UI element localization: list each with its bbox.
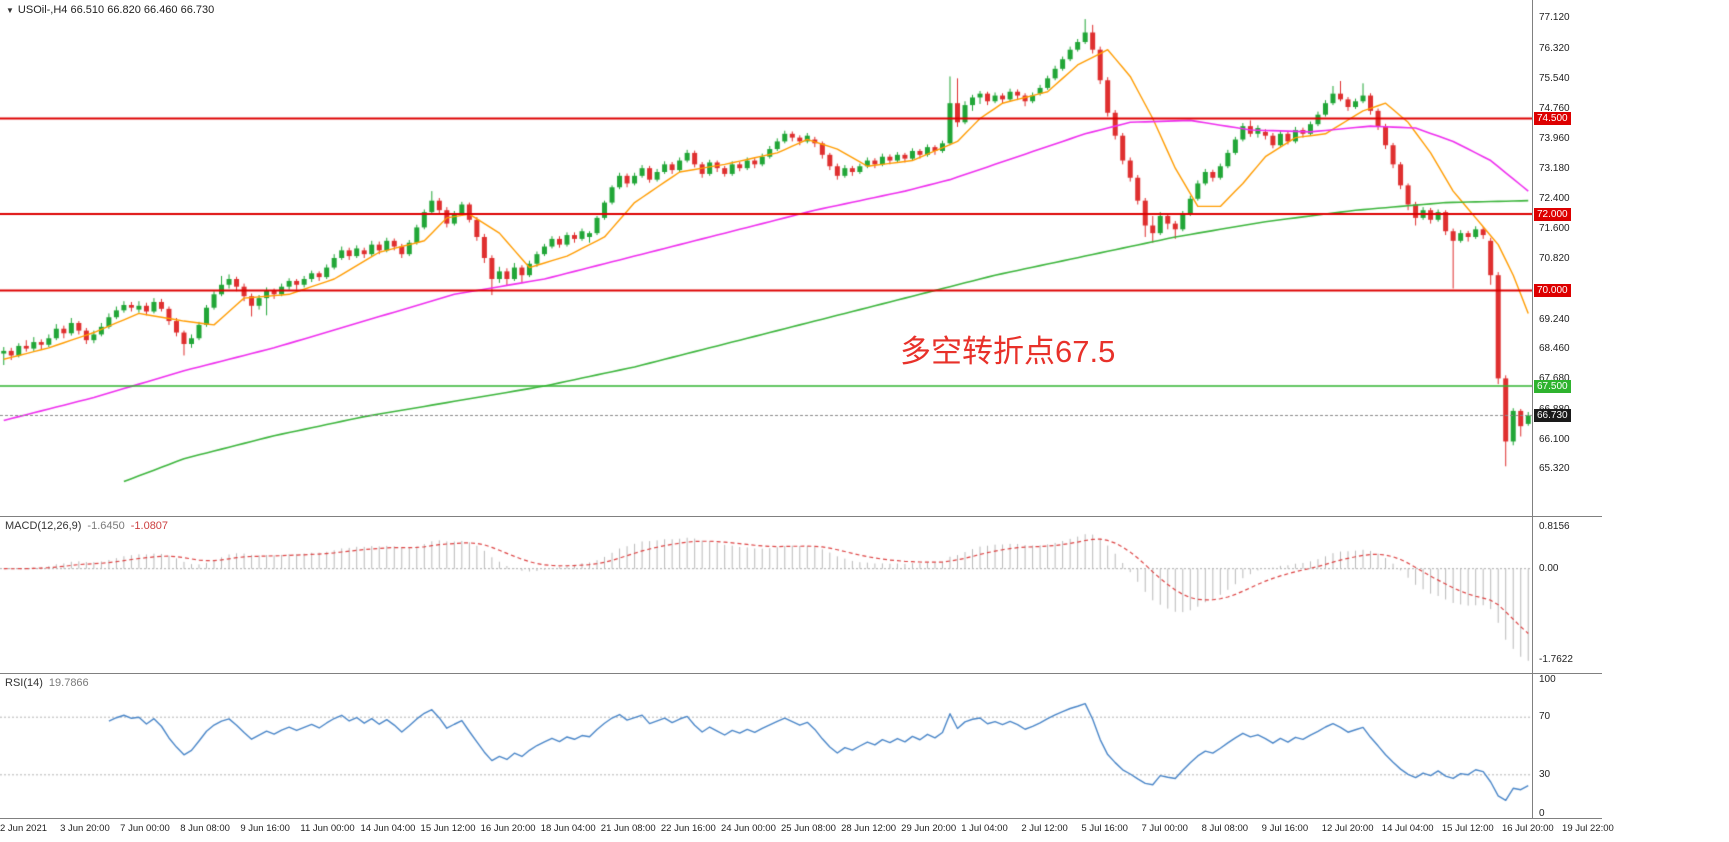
level-price-tag: 67.500 [1534, 379, 1571, 393]
price-tick-label: 73.180 [1539, 162, 1570, 174]
time-axis-label: 16 Jul 20:00 [1501, 823, 1554, 834]
time-axis-label: 25 Jun 08:00 [781, 823, 836, 834]
time-axis-label: 11 Jun 00:00 [300, 823, 355, 834]
time-axis-label: 24 Jun 00:00 [720, 823, 776, 834]
time-axis-label: 14 Jul 04:00 [1381, 823, 1434, 834]
time-axis-label: 2 Jun 2021 [0, 823, 48, 834]
time-axis-label: 28 Jun 12:00 [841, 823, 897, 834]
rsi-value: 19.7866 [48, 677, 89, 689]
chart-window: ▼ USOil-,H4 66.510 66.820 66.460 66.730 多… [0, 0, 1614, 842]
chart-annotation-text: 多空转折点67.5 [900, 334, 1116, 369]
rsi-tick-label: 100 [1539, 674, 1556, 685]
time-axis: 2 Jun 2021 3 Jun 20:00 7 Jun 00:00 8 Jun 08… [0, 819, 1614, 842]
macd-tick-label: 0.8156 [1539, 520, 1570, 532]
time-axis-label: 3 Jun 20:00 [60, 823, 110, 834]
macd-main-value: -1.6450 [87, 520, 125, 532]
rsi-label-row: RSI(14) 19.7866 [5, 677, 89, 689]
macd-tick-label: 0.00 [1539, 562, 1559, 574]
macd-tick-label: -1.7622 [1539, 653, 1573, 665]
time-axis-label: 16 Jun 20:00 [480, 823, 536, 834]
time-axis-label: 18 Jun 04:00 [540, 823, 596, 834]
price-tick-label: 66.100 [1539, 433, 1570, 445]
macd-indicator-canvas[interactable] [0, 517, 1532, 672]
ohlc-values: 66.510 66.820 66.460 66.730 [70, 4, 215, 16]
time-axis-label: 8 Jul 08:00 [1201, 823, 1249, 834]
time-axis-label: 7 Jun 00:00 [120, 823, 170, 834]
price-tick-label: 74.760 [1539, 102, 1570, 114]
price-tick-label: 73.960 [1539, 133, 1570, 145]
level-price-tag: 72.000 [1534, 207, 1571, 221]
rsi-tick-label: 70 [1539, 711, 1551, 723]
time-axis-label: 9 Jul 16:00 [1261, 823, 1309, 834]
time-axis-label: 15 Jun 12:00 [420, 823, 476, 834]
rsi-indicator-canvas[interactable] [0, 674, 1532, 818]
main-price-chart-canvas[interactable] [0, 0, 1532, 516]
time-axis-label: 29 Jun 20:00 [901, 823, 957, 834]
macd-label: MACD(12,26,9) [5, 520, 82, 532]
time-axis-label: 9 Jun 16:00 [240, 823, 290, 834]
macd-signal-value: -1.0807 [130, 520, 169, 532]
time-axis-label: 8 Jun 08:00 [180, 823, 230, 834]
chart-header: ▼ USOil-,H4 66.510 66.820 66.460 66.730 [6, 4, 214, 16]
macd-label-row: MACD(12,26,9) -1.6450 -1.0807 [5, 520, 168, 532]
level-price-tag: 74.500 [1534, 111, 1571, 125]
price-axis: 77.120 76.320 75.540 74.760 73.960 73.180 72.4… [1532, 0, 1603, 819]
price-tick-label: 70.820 [1539, 253, 1570, 265]
price-tick-label: 75.540 [1539, 72, 1570, 84]
time-axis-label: 21 Jun 08:00 [600, 823, 656, 834]
rsi-timeaxis-separator [0, 818, 1602, 819]
price-tick-label: 71.600 [1539, 223, 1570, 235]
price-tick-label: 77.120 [1539, 12, 1570, 24]
price-tick-label: 65.320 [1539, 463, 1570, 475]
price-tick-label: 72.400 [1539, 192, 1570, 204]
macd-rsi-separator [0, 673, 1602, 674]
time-axis-label: 14 Jun 04:00 [360, 823, 416, 834]
time-axis-label: 7 Jul 00:00 [1141, 823, 1188, 834]
time-axis-label: 2 Jul 12:00 [1021, 823, 1068, 834]
rsi-tick-label: 30 [1539, 768, 1551, 780]
level-price-tag: 70.000 [1534, 283, 1571, 297]
current-price-tag: 66.730 [1534, 408, 1571, 422]
rsi-tick-label: 0 [1539, 808, 1545, 819]
time-axis-label: 5 Jul 16:00 [1081, 823, 1128, 834]
price-tick-label: 68.460 [1539, 343, 1570, 355]
price-tick-label: 69.240 [1539, 313, 1570, 325]
time-axis-label: 19 Jul 22:00 [1562, 823, 1614, 834]
time-axis-label: 12 Jul 20:00 [1321, 823, 1374, 834]
time-axis-label: 15 Jul 12:00 [1441, 823, 1494, 834]
symbol-timeframe-label: USOil-,H4 [17, 4, 68, 16]
price-tick-label: 67.680 [1539, 374, 1570, 384]
time-axis-label: 1 Jul 04:00 [961, 823, 1008, 834]
symbol-dropdown-icon[interactable]: ▼ [6, 6, 14, 15]
price-tick-label: 76.320 [1539, 42, 1570, 54]
time-axis-label: 22 Jun 16:00 [660, 823, 716, 834]
rsi-label: RSI(14) [5, 677, 43, 689]
main-macd-separator [0, 516, 1602, 517]
